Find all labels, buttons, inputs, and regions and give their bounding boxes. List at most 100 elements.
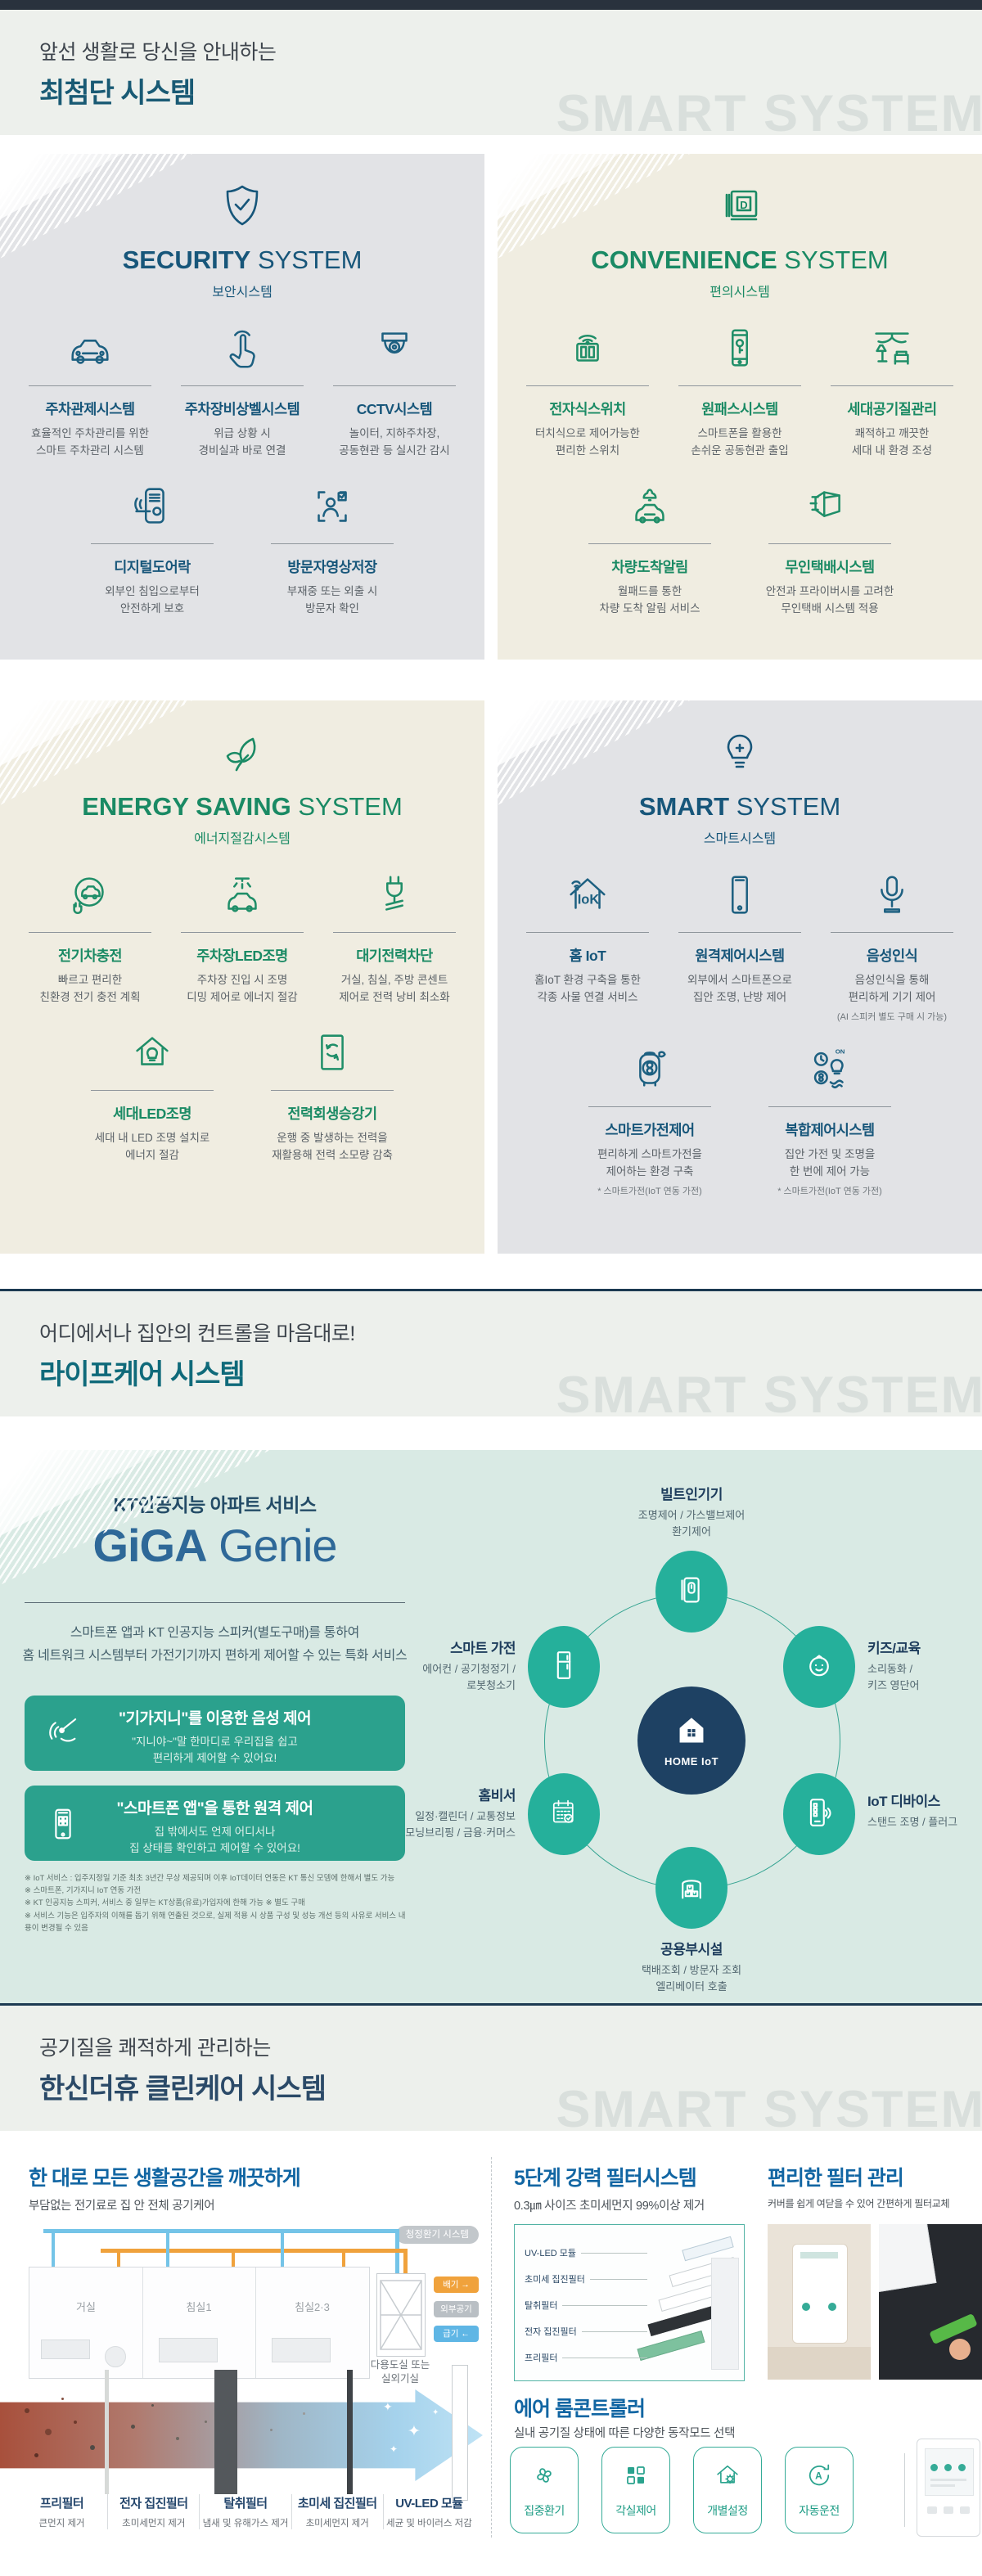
feature-divider: [91, 543, 214, 544]
room-controller-photo: [917, 2439, 980, 2537]
filter-system-title: 5단계 강력 필터시스템: [514, 2167, 697, 2190]
header-eyebrow: 공기질을 쾌적하게 관리하는: [39, 2037, 271, 2060]
diagram-node-ur: [783, 1626, 855, 1708]
feature-label: 세대공기질관리: [847, 401, 937, 417]
shield-icon: [0, 180, 484, 232]
card-subtitle: 스마트시스템: [703, 832, 777, 846]
card-title: SECURITY SYSTEM: [122, 245, 363, 274]
unit-body: [711, 2258, 739, 2370]
fridge-icon: [545, 1646, 583, 1688]
card-title: ENERGY SAVING SYSTEM: [82, 792, 403, 821]
feature-item: 세대LED조명 세대 내 LED 조명 설치로 에너지 절감: [72, 1028, 232, 1164]
feature-divider: [181, 385, 304, 386]
card-subtitle: 보안시스템: [212, 286, 273, 299]
feature-label: CCTV시스템: [356, 401, 433, 417]
feature-label: 주차장LED조명: [196, 948, 288, 964]
ventilation-unit: [376, 2273, 426, 2357]
feature-description: 놀이터, 지하주차장, 공동현관 등 실시간 감시: [339, 427, 450, 457]
filter-slab: [452, 2365, 468, 2501]
giga-box-description: 집 밖에서도 언제 어디서나 집 상태를 확인하고 제어할 수 있어요!: [129, 1826, 300, 1855]
feature-item: 원패스시스템 스마트폰을 활용한 손쉬운 공동현관 출입: [664, 323, 816, 460]
mode-label: 개별설정: [707, 2504, 748, 2517]
exhaust-badge: 배기 →: [434, 2277, 479, 2293]
filter-stage: UV-LED 모듈 세균 및 바이러스 저감: [382, 2494, 475, 2529]
stage-label: 전자 집진필터: [525, 2325, 647, 2338]
ventilation-badge: 청정환기 시스템: [395, 2226, 479, 2244]
feature-divider: [831, 932, 953, 933]
feature-description: 주차장 진입 시 조명 디밍 제어로 에너지 절감: [187, 974, 298, 1003]
feature-note: (AI 스피커 별도 구매 시 가능): [836, 1011, 948, 1022]
giga-feature-box: "기가지니"를 이용한 음성 제어 "지니야~"말 한마디로 우리집을 쉽고 편리…: [25, 1696, 405, 1771]
feature-description: 집안 가전 및 조명을 한 번에 제어 가능: [784, 1147, 876, 1178]
filter-stage: 초미세 집진필터 초미세먼지 제거: [291, 2494, 383, 2529]
feature-label: 음성인식: [866, 948, 918, 964]
filter-desc: 냄새 및 유해가스 제거: [202, 2519, 289, 2529]
supply-badge: 급기 ←: [434, 2326, 479, 2342]
controller-sub: 실내 공기질 상태에 따른 다양한 동작모드 선택: [514, 2427, 736, 2440]
feature-divider: [678, 385, 801, 386]
app-phone-icon: [44, 1805, 82, 1843]
feature-divider: [181, 932, 304, 933]
feature-divider: [526, 932, 649, 933]
filter-desc: 큰먼지 제거: [38, 2519, 85, 2529]
phone-wifi-icon: [800, 1794, 838, 1835]
feature-divider: [91, 1089, 214, 1091]
feature-label: 방문자영상저장: [287, 558, 377, 575]
mode-label: 자동운전: [799, 2504, 840, 2517]
header-title: 라이프케어 시스템: [39, 1359, 246, 1390]
cctv-icon: [318, 323, 471, 376]
watermark-text: SMART SYSTEM: [556, 1367, 982, 1416]
sparkle: ✦: [383, 2400, 393, 2413]
feature-description: 편리하게 스마트가전을 제어하는 환경 구축: [597, 1147, 702, 1178]
diagram-node-label: IoT 디바이스 스탠드 조명 / 플러그: [867, 1794, 958, 1828]
section-header-smart-system: SMART SYSTEM 앞선 생활로 당신을 안내하는 최첨단 시스템: [0, 10, 982, 135]
air-care-sub: 부담없는 전기료로 집 안 전체 공기케어: [29, 2200, 215, 2213]
filter-stage: 탈취필터 냄새 및 유해가스 제거: [199, 2494, 291, 2529]
dust-particle: [205, 2421, 207, 2423]
feature-label: 전자식스위치: [549, 401, 626, 417]
feature-label: 홈 IoT: [569, 948, 606, 964]
duct-drop: [52, 2233, 55, 2267]
home-iot-label: HOME IoT: [664, 1755, 719, 1768]
feature-item: 스마트가전제어 편리하게 스마트가전을 제어하는 환경 구축 * 스마트가전(Io…: [570, 1044, 730, 1197]
fan-icon: [528, 2468, 561, 2495]
feature-label: 전력회생승강기: [287, 1105, 377, 1122]
feature-label: 전기차충전: [58, 948, 123, 964]
filter-care-title: 편리한 필터 관리: [768, 2167, 904, 2190]
filter-slab: [105, 2370, 109, 2494]
feature-item: 무인택배시스템 안전과 프라이버시를 고려한 무인택배 시스템 적용: [750, 481, 910, 618]
feature-item: 전기차충전 빠르고 편리한 친환경 전기 충전 계획: [14, 870, 166, 1007]
duct-drop: [232, 2253, 235, 2267]
feature-item: ON 복합제어시스템 집안 가전 및 조명을 한 번에 제어 가능 * 스마트가전…: [750, 1044, 910, 1197]
feature-item: CCTV시스템 놀이터, 지하주차장, 공동현관 등 실시간 감시: [318, 323, 471, 460]
feature-label: 차량도착알림: [611, 558, 688, 575]
diagram-node-label: 스마트 가전 에어컨 / 공기청정기 / 로봇청소기: [422, 1641, 516, 1691]
feature-label: 디지털도어락: [114, 558, 191, 575]
feature-description: 효율적인 주차관리를 위한 스마트 주차관리 시스템: [30, 427, 150, 457]
purifier-icon: [570, 1044, 730, 1097]
section-header-cleancare: SMART SYSTEM 공기질을 쾌적하게 관리하는 한신더휴 클린케어 시스…: [0, 2003, 982, 2131]
watermark-text: SMART SYSTEM: [556, 2081, 982, 2131]
feature-item: 원격제어시스템 외부에서 스마트폰으로 집안 조명, 난방 제어: [664, 870, 816, 1023]
card-title: SMART SYSTEM: [638, 792, 841, 821]
ventilation-diagram: 청정환기 시스템 거실 침실1 침실2·3: [29, 2226, 479, 2386]
feature-item: 주차장비상벨시스템 위급 상황 시 경비실과 바로 연결: [166, 323, 318, 460]
divider: [25, 1602, 405, 1603]
feature-rows: IoK 홈 IoT 홈IoT 환경 구축을 통한 각종 사물 연결 서비스 원격제…: [498, 870, 982, 1197]
controller-title: 에어 룸콘트롤러: [514, 2398, 646, 2421]
panel-d-icon: D: [498, 180, 982, 232]
diagram-node-ul: [528, 1626, 600, 1708]
dust-particle: [303, 2412, 305, 2415]
room-label: 침실1: [186, 2301, 212, 2313]
home-fill-icon: [674, 1714, 709, 1752]
multi-ctrl-icon: ON: [750, 1044, 910, 1097]
filter-slab: [347, 2370, 353, 2494]
exhaust-duct: [101, 2249, 407, 2253]
stage-label: UV-LED 모듈: [525, 2246, 647, 2259]
feature-row: 주차관제시스템 효율적인 주차관리를 위한 스마트 주차관리 시스템 주차장비상벨…: [0, 323, 484, 460]
system-cards-grid: SECURITY SYSTEM 보안시스템 주차관제시스템 효율적인 주차관리를…: [0, 154, 982, 1254]
diagram-node-label: 공용부시설 택배조회 / 방문자 조회 엘리베이터 호출: [641, 1942, 742, 1993]
mode-cards: 집중환기 각실제어 개별설정 A 자동운전: [510, 2447, 854, 2533]
filter-exploded-view: UV-LED 모듈 초미세 집진필터 탈취필터 전자 집진필터 프리필터: [514, 2224, 745, 2381]
